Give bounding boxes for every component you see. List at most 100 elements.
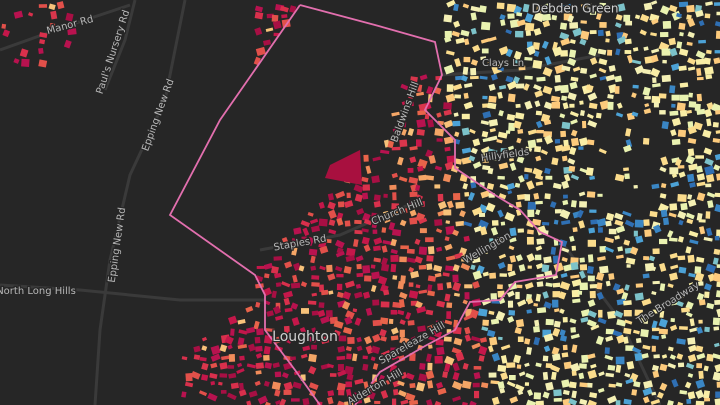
building (633, 329, 640, 335)
building (355, 255, 364, 262)
building (525, 399, 537, 405)
building (687, 354, 697, 363)
building (659, 166, 667, 173)
building (562, 102, 569, 110)
building (671, 117, 682, 127)
building (344, 365, 354, 375)
building (524, 282, 534, 290)
building (533, 84, 542, 91)
building (371, 175, 380, 184)
building (558, 291, 567, 300)
building (416, 84, 423, 93)
building (659, 283, 666, 292)
building (526, 389, 534, 397)
building (291, 238, 298, 246)
building (651, 0, 658, 6)
building (399, 219, 407, 227)
building (372, 363, 379, 370)
building (623, 239, 631, 246)
building (705, 183, 712, 188)
building (427, 275, 437, 282)
building (695, 58, 706, 65)
building (309, 218, 319, 225)
building (383, 193, 388, 198)
building (536, 129, 544, 134)
building (327, 193, 335, 201)
building (516, 137, 522, 144)
building (504, 212, 516, 222)
building (239, 355, 245, 361)
building (361, 236, 370, 245)
building (391, 146, 401, 151)
building (487, 148, 498, 155)
building (292, 381, 302, 389)
building (490, 73, 498, 81)
building (469, 308, 479, 319)
building (676, 102, 686, 112)
building (604, 237, 615, 244)
building (408, 290, 419, 299)
building (714, 398, 720, 405)
building (624, 219, 635, 228)
building (514, 30, 524, 38)
building (685, 212, 695, 220)
building (509, 375, 516, 381)
building (644, 96, 651, 100)
building (508, 245, 515, 251)
building (452, 120, 461, 127)
building (515, 83, 525, 89)
building (541, 13, 552, 22)
building (434, 184, 441, 189)
building (545, 282, 553, 288)
building (426, 335, 436, 341)
building (255, 370, 262, 375)
building (428, 155, 437, 165)
building (534, 174, 544, 181)
building (599, 75, 607, 81)
building (392, 275, 398, 280)
building (344, 316, 353, 325)
building (489, 155, 497, 161)
building (335, 265, 343, 272)
building (579, 167, 588, 174)
building (336, 355, 346, 361)
building (714, 2, 720, 6)
building (311, 275, 320, 280)
building (598, 148, 607, 155)
building (685, 155, 696, 165)
building (616, 3, 626, 12)
building (518, 371, 526, 377)
building (587, 275, 595, 282)
building (716, 281, 720, 288)
building (198, 390, 208, 397)
building (282, 337, 292, 344)
building (615, 48, 621, 56)
building (398, 389, 407, 398)
building (670, 264, 679, 270)
building (461, 127, 470, 136)
building (642, 273, 650, 279)
building (652, 224, 662, 234)
building (418, 217, 428, 225)
building (230, 328, 235, 336)
building (560, 335, 567, 342)
building (516, 19, 526, 27)
building (336, 283, 343, 291)
building (254, 27, 263, 36)
building (515, 254, 523, 262)
building (453, 3, 459, 12)
building (380, 149, 390, 155)
building (490, 293, 498, 301)
building (615, 356, 625, 365)
building (460, 29, 470, 37)
building (479, 212, 486, 217)
building (570, 274, 580, 279)
building (446, 302, 453, 308)
building (597, 387, 605, 394)
building (488, 119, 499, 127)
building (533, 50, 540, 57)
building (614, 22, 622, 29)
building (283, 297, 291, 306)
building (464, 334, 472, 342)
building (497, 236, 503, 243)
